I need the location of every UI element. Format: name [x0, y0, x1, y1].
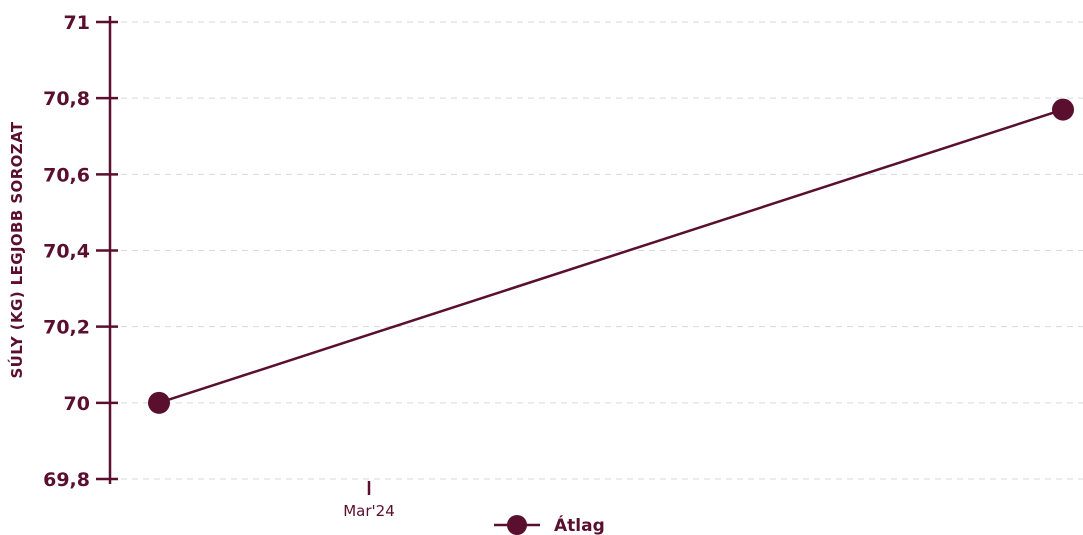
- series-atlag: [148, 98, 1074, 414]
- x-tick-label-mar24: Mar'24: [343, 502, 395, 520]
- legend-marker-atlag: [507, 515, 527, 535]
- y-tick-label: 71: [64, 12, 90, 34]
- data-point[interactable]: [148, 391, 170, 414]
- y-tick-label: 70,2: [43, 317, 90, 339]
- x-axis-ticks: Mar'24: [343, 481, 395, 520]
- y-tick-label: 70: [64, 393, 90, 415]
- grid-lines: [110, 21, 1083, 480]
- y-tick-label: 70,4: [43, 241, 90, 263]
- legend-label-atlag: Átlag: [554, 514, 605, 535]
- y-axis-ticks: 69,8 70 70,2 70,4 70,6 70,8 71: [43, 12, 118, 491]
- y-axis-title: SÚLY (KG) LEGJOBB SOROZAT: [7, 121, 26, 378]
- data-point[interactable]: [1052, 98, 1074, 121]
- y-tick-label: 69,8: [43, 469, 90, 491]
- y-tick-label: 70,6: [43, 164, 90, 186]
- series-line-atlag: [158, 108, 1064, 405]
- y-tick-label: 70,8: [43, 88, 90, 110]
- legend[interactable]: Átlag: [494, 514, 605, 535]
